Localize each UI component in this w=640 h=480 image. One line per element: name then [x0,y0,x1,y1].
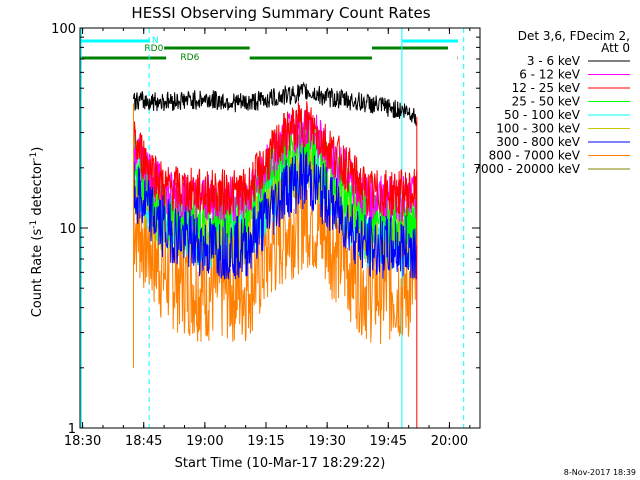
rd6-label: RD6 [180,53,199,63]
legend-label: 12 - 25 keV [512,81,581,95]
y-axis-label-tail: detector [30,160,45,220]
legend-label: 50 - 100 keV [504,108,581,122]
y-axis-label-end: ) [30,147,45,152]
x-tick-label: 18:30 [64,434,101,449]
footer-date: 8-Nov-2017 18:39 [564,468,636,477]
x-tick-label: 20:00 [431,434,468,449]
y-axis: 1 10 100 [51,22,480,437]
legend-header-2: Att 0 [601,41,630,55]
legend-label: 3 - 6 keV [527,54,581,68]
x-tick-label: 18:45 [125,434,162,449]
x-axis-label: Start Time (10-Mar-17 18:29:22) [175,456,386,471]
x-tick-label: 19:45 [370,434,407,449]
svg-text:Count Rate (s-1 detector-1): Count Rate (s-1 detector-1) [29,147,45,318]
legend-label: 100 - 300 keV [496,122,580,136]
y-tick-label: 100 [51,22,76,37]
chart-title: HESSI Observing Summary Count Rates [131,4,430,22]
y-axis-label-sup: -1 [29,220,39,229]
x-tick-label: 19:15 [247,434,284,449]
series-line [133,81,418,126]
legend-label: 6 - 12 keV [519,68,581,82]
series-group [133,81,418,428]
series-line [133,147,418,280]
series-line [133,101,418,217]
y-axis-label-main: Count Rate (s [30,229,45,318]
y-axis-label: Count Rate (s-1 detector-1) [29,147,45,318]
legend-label: 800 - 7000 keV [489,149,581,163]
y-tick-label: 10 [59,222,76,237]
x-tick-label: 19:00 [186,434,223,449]
legend-header-1: Det 3,6, FDecim 2, [518,29,630,43]
rd0-label: RD0 [144,44,163,54]
legend-label: 7000 - 20000 keV [473,162,580,176]
x-tick-label: 19:30 [308,434,345,449]
x-axis: 18:30 18:45 19:00 19:15 19:30 19:45 20:00 [64,28,471,449]
legend-label: 25 - 50 keV [512,95,581,109]
y-tick-label: 1 [68,422,76,437]
legend-label: 300 - 800 keV [496,135,580,149]
y-axis-label-sup2: -1 [29,152,39,161]
night-label: N [152,36,159,46]
